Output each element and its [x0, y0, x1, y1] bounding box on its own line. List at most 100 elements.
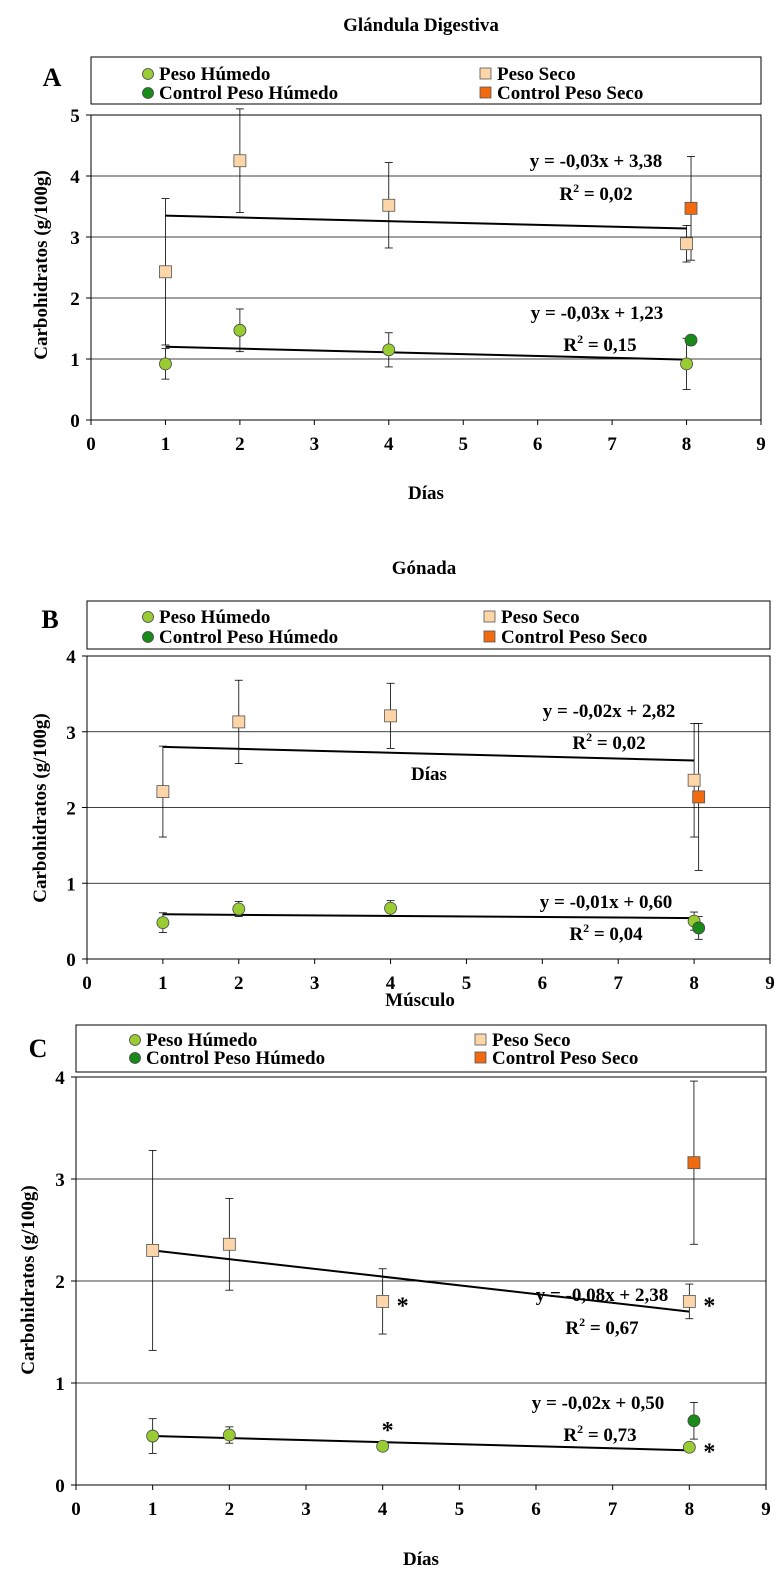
r2-value: = 0,15 [583, 335, 637, 356]
trend-equation: y = -0,02x + 2,82 [543, 701, 675, 722]
legend-marker-control-peso-seco [474, 1051, 487, 1064]
x-tick-label: 1 [158, 973, 168, 994]
trend-equation: y = -0,03x + 1,23 [531, 303, 663, 324]
x-tick-label: 8 [682, 434, 692, 455]
x-axis-label: Días [403, 1549, 439, 1570]
legend-label-control-peso-humedo: Control Peso Húmedo [159, 83, 338, 104]
legend-marker-peso-humedo [129, 1034, 141, 1046]
x-tick-label: 8 [689, 973, 699, 994]
y-tick-label: 2 [66, 799, 76, 820]
trendline [162, 913, 695, 920]
r2-superscript: 2 [577, 1422, 583, 1436]
y-tick-label: 0 [55, 1476, 65, 1497]
y-axis-label: Carbohidratos (g/100g) [31, 170, 52, 359]
x-tick-label: 1 [148, 1499, 158, 1520]
trend-equation: y = -0,02x + 0,50 [532, 1393, 664, 1414]
legend-label-control-peso-seco: Control Peso Seco [497, 83, 643, 104]
legend-label-peso-seco: Peso Seco [501, 607, 580, 628]
legend-label-peso-seco: Peso Seco [492, 1030, 571, 1051]
y-tick-label: 1 [66, 874, 76, 895]
point-peso-humedo [222, 1428, 236, 1442]
point-peso-seco [382, 198, 396, 212]
y-tick-label: 1 [55, 1374, 65, 1395]
trendline [162, 745, 695, 762]
x-tick-label: 2 [235, 434, 245, 455]
trendline [152, 1249, 690, 1313]
legend-label-peso-humedo: Peso Húmedo [159, 64, 270, 85]
plot-area [90, 114, 762, 421]
x-tick-label: 9 [765, 973, 775, 994]
point-peso-seco [233, 154, 247, 168]
r2-letter: R [565, 1318, 579, 1339]
x-tick-label: 6 [531, 1499, 541, 1520]
legend-marker-peso-seco [474, 1033, 487, 1046]
r2-letter: R [563, 1425, 577, 1446]
point-peso-humedo [156, 916, 170, 930]
r2-value: = 0,02 [592, 733, 646, 754]
r2-value: = 0,04 [589, 924, 643, 945]
y-tick-label: 2 [70, 289, 80, 310]
x-tick-label: 6 [533, 434, 543, 455]
significance-asterisk: * [397, 1293, 409, 1319]
panel-letter: B [41, 605, 58, 634]
legend-label-control-peso-seco: Control Peso Seco [492, 1048, 638, 1069]
point-peso-humedo [384, 901, 397, 915]
legend-marker-peso-seco [483, 610, 496, 623]
x-tick-label: 1 [161, 434, 171, 455]
trend-r2: R2 = 0,73 [563, 1422, 636, 1446]
x-tick-label: 9 [761, 1499, 771, 1520]
y-tick-label: 3 [66, 723, 76, 744]
legend-label-peso-humedo: Peso Húmedo [146, 1030, 257, 1051]
legend-marker-peso-humedo [142, 611, 154, 623]
y-tick-label: 4 [66, 647, 76, 668]
point-peso-seco [222, 1237, 236, 1251]
point-peso-seco [376, 1295, 390, 1308]
r2-letter: R [559, 184, 573, 205]
x-tick-label: 3 [310, 973, 320, 994]
x-tick-label: 4 [386, 973, 396, 994]
point-peso-humedo [382, 343, 396, 357]
x-tick-label: 8 [685, 1499, 695, 1520]
trendline [165, 214, 687, 230]
x-tick-label: 0 [82, 973, 92, 994]
point-peso-seco [680, 237, 693, 251]
r2-letter: R [572, 733, 586, 754]
legend-marker-control-peso-humedo [142, 631, 154, 643]
point-peso-humedo [159, 357, 172, 371]
r2-value: = 0,67 [585, 1318, 639, 1339]
legend-marker-control-peso-humedo [142, 87, 154, 99]
x-tick-label: 4 [384, 434, 394, 455]
legend-marker-control-peso-humedo [129, 1052, 141, 1064]
trend-r2: R2 = 0,02 [572, 730, 645, 754]
x-tick-label: 3 [310, 434, 320, 455]
point-peso-humedo [680, 357, 693, 371]
y-tick-label: 5 [70, 106, 80, 127]
r2-value: = 0,73 [583, 1425, 637, 1446]
legend-marker-control-peso-seco [479, 86, 492, 99]
x-axis-label: Días [411, 764, 447, 785]
legend-label-control-peso-humedo: Control Peso Húmedo [146, 1048, 325, 1069]
y-axis-label: Carbohidratos (g/100g) [18, 1185, 39, 1374]
point-peso-humedo [376, 1439, 390, 1453]
point-peso-seco [156, 785, 170, 798]
x-tick-label: 7 [607, 434, 617, 455]
significance-asterisk: * [703, 1439, 715, 1465]
legend-label-control-peso-humedo: Control Peso Húmedo [159, 627, 338, 648]
legend-marker-peso-seco [479, 67, 492, 80]
point-peso-seco [384, 709, 397, 723]
point-peso-humedo [682, 1440, 696, 1454]
r2-superscript: 2 [579, 1315, 585, 1329]
point-peso-seco [159, 265, 172, 279]
legend-box [90, 56, 762, 105]
r2-superscript: 2 [583, 921, 589, 935]
x-axis-label: Días [408, 483, 444, 504]
r2-superscript: 2 [577, 332, 583, 346]
trend-r2: R2 = 0,15 [563, 332, 636, 356]
r2-value: = 0,02 [579, 184, 633, 205]
y-tick-label: 4 [55, 1068, 65, 1089]
y-tick-label: 3 [55, 1170, 65, 1191]
trend-equation: y = -0,08x + 2,38 [536, 1285, 668, 1306]
significance-asterisk: * [382, 1418, 394, 1444]
